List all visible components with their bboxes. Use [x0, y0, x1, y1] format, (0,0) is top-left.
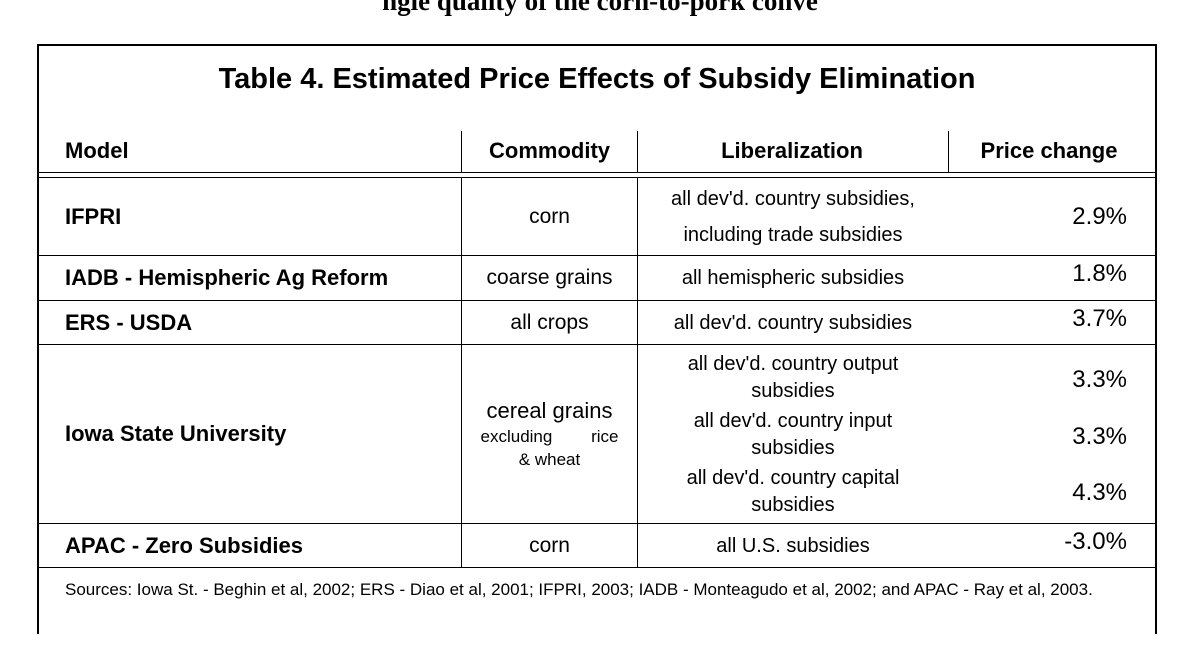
row-separator-2	[37, 300, 1157, 301]
liberalization-line: all dev'd. country subsidies,	[671, 187, 915, 210]
table-row-price-change: 3.3%	[1072, 423, 1127, 450]
row-separator-3	[37, 344, 1157, 345]
table-row-commodity: corn	[529, 204, 570, 228]
row-separator-5	[37, 567, 1157, 568]
header-divider-2	[637, 131, 638, 172]
body-divider-1	[461, 178, 462, 568]
row-separator-1	[37, 255, 1157, 256]
commodity-note: excluding rice	[480, 427, 619, 446]
column-header-model: Model	[65, 138, 129, 163]
column-header-liberalization: Liberalization	[721, 138, 863, 163]
table-row-price-change: 3.7%	[1072, 304, 1127, 332]
liberalization-line: subsidies	[751, 380, 835, 402]
table-row-model: Iowa State University	[65, 421, 287, 446]
table-row-commodity: all crops	[510, 310, 589, 334]
table-row-liberalization: all dev'd. country subsidies, including …	[638, 178, 948, 255]
table-row-liberalization: all U.S. subsidies	[716, 534, 870, 557]
table-row-price-change: 4.3%	[1072, 479, 1127, 506]
liberalization-line: subsidies	[751, 437, 835, 459]
table-row-liberalization: all dev'd. country subsidies	[673, 311, 913, 334]
header-text-fragment: ngle quality of the corn-to-pork conve	[382, 0, 818, 16]
table-row-price-change: 2.9%	[1072, 202, 1127, 230]
table-row-price-change: 3.3%	[1072, 366, 1127, 393]
table-sources-note: Sources: Iowa St. - Beghin et al, 2002; …	[65, 580, 1093, 599]
frame-right-border	[1155, 44, 1157, 634]
liberalization-line: including trade subsidies	[683, 223, 903, 246]
frame-left-border	[37, 44, 39, 634]
table-row-price-change: 1.8%	[1072, 260, 1127, 287]
table-row-model: IFPRI	[65, 203, 122, 229]
commodity-note: & wheat	[518, 450, 581, 469]
table-row-commodity: corn	[529, 533, 570, 557]
header-divider-1	[461, 131, 462, 172]
table-row-liberalization: all hemispheric subsidies	[681, 267, 905, 289]
table-row-commodity: coarse grains	[486, 266, 613, 289]
column-header-commodity: Commodity	[489, 138, 610, 163]
table-row-price-change: -3.0%	[1064, 527, 1127, 555]
table-row-model: APAC - Zero Subsidies	[65, 532, 303, 558]
row-separator-4	[37, 523, 1157, 524]
table-title: Table 4. Estimated Price Effects of Subs…	[218, 63, 976, 95]
liberalization-line: subsidies	[751, 494, 835, 516]
liberalization-line: all dev'd. country capital	[686, 467, 900, 489]
header-rule-bottom	[37, 177, 1157, 178]
table-frame: Table 4. Estimated Price Effects of Subs…	[37, 44, 1157, 634]
liberalization-line: all dev'd. country input	[693, 410, 893, 432]
liberalization-line: all dev'd. country output	[687, 353, 899, 375]
commodity-name: cereal grains	[486, 398, 613, 423]
table-row-commodity: cereal grains excluding rice & wheat	[462, 345, 637, 523]
header-divider-3	[948, 131, 949, 172]
body-divider-2	[637, 178, 638, 568]
frame-top-border	[37, 44, 1157, 46]
header-rule-top	[37, 172, 1157, 173]
table-row-model: IADB - Hemispheric Ag Reform	[65, 265, 389, 290]
column-header-price-change: Price change	[980, 138, 1118, 163]
table-row-liberalization: all dev'd. country output subsidies all …	[638, 349, 948, 521]
table-row-model: ERS - USDA	[65, 309, 193, 335]
